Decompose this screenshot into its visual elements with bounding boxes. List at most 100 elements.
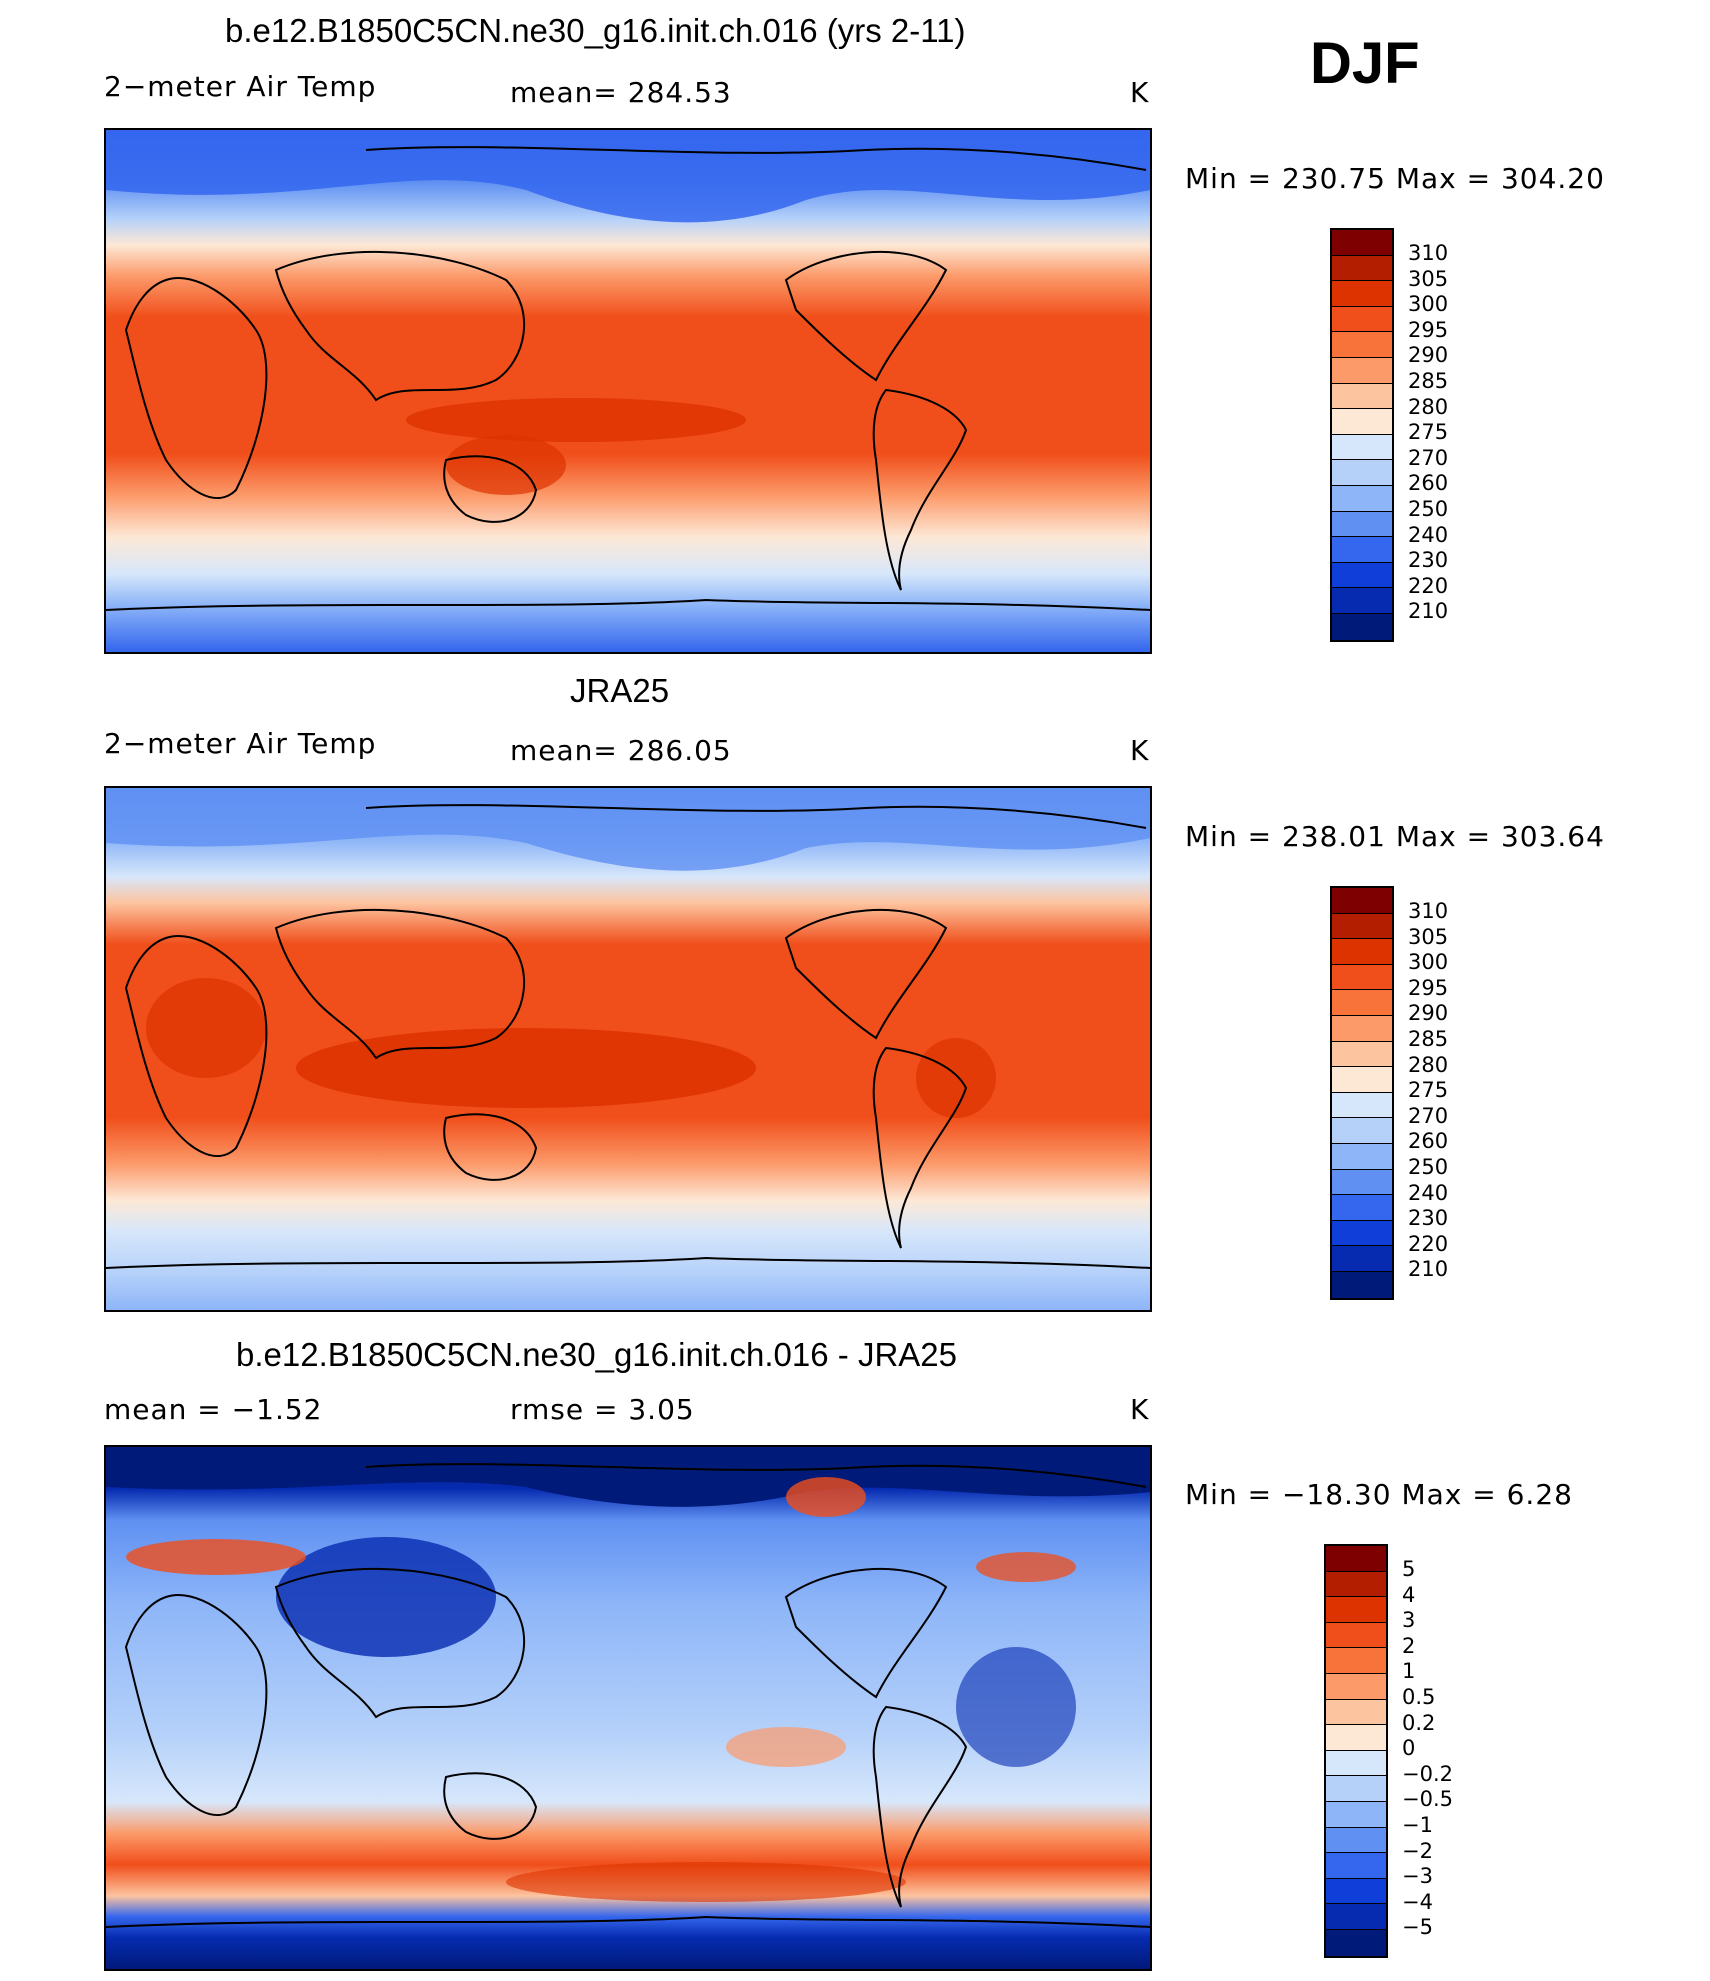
legend-label: 275: [1408, 1078, 1449, 1102]
legend-swatch: [1332, 1143, 1392, 1170]
legend-swatch: [1332, 434, 1392, 461]
panel-2-variable-label: 2−meter Air Temp: [104, 727, 377, 760]
legend-swatch: [1332, 939, 1392, 965]
panel-1-variable-label: 2−meter Air Temp: [104, 70, 377, 103]
legend-swatch: [1326, 1673, 1386, 1700]
legend-swatch: [1332, 460, 1392, 486]
legend-label: 240: [1408, 523, 1449, 547]
legend-label: 270: [1408, 446, 1449, 470]
legend-label: 280: [1408, 395, 1449, 419]
legend-swatch: [1326, 1571, 1386, 1598]
panel-1-minmax-label: Min = 230.75 Max = 304.20: [1185, 162, 1605, 195]
legend-label: 290: [1408, 343, 1449, 367]
legend-swatch: [1332, 1195, 1392, 1221]
legend-label: 270: [1408, 1104, 1449, 1128]
legend-swatch: [1332, 511, 1392, 538]
legend-swatch: [1326, 1904, 1386, 1930]
legend-swatch: [1332, 588, 1392, 614]
legend-label: −4: [1402, 1890, 1433, 1914]
legend-label: 285: [1408, 369, 1449, 393]
legend-swatch: [1326, 1827, 1386, 1854]
legend-swatch: [1332, 383, 1392, 410]
legend-label: 300: [1408, 292, 1449, 316]
legend-swatch: [1332, 332, 1392, 358]
legend-label: 300: [1408, 950, 1449, 974]
legend-swatch: [1332, 1118, 1392, 1144]
legend-swatch: [1332, 1271, 1392, 1298]
legend-label: 295: [1408, 976, 1449, 1000]
legend-swatch: [1332, 255, 1392, 282]
legend-label: 0.2: [1402, 1711, 1436, 1735]
legend-label: −2: [1402, 1839, 1433, 1863]
legend-label: 3: [1402, 1608, 1416, 1632]
legend-label: 230: [1408, 548, 1449, 572]
legend-label: 290: [1408, 1001, 1449, 1025]
legend-swatch: [1332, 409, 1392, 435]
legend-swatch: [1326, 1546, 1386, 1572]
legend-swatch: [1332, 1015, 1392, 1042]
legend-swatch: [1332, 1246, 1392, 1272]
legend-swatch: [1326, 1878, 1386, 1905]
legend-label: 305: [1408, 267, 1449, 291]
legend-label: 0.5: [1402, 1685, 1436, 1709]
panel-2-unit-label: K: [1130, 734, 1150, 767]
panel-1-mean-label: mean= 284.53: [510, 76, 732, 109]
legend-label: −3: [1402, 1864, 1433, 1888]
legend-swatch: [1332, 888, 1392, 914]
legend-swatch: [1332, 537, 1392, 563]
panel-3-mean-label: mean = −1.52: [104, 1393, 323, 1426]
legend-label: 5: [1402, 1557, 1416, 1581]
legend-label: 260: [1408, 471, 1449, 495]
legend-swatch: [1332, 1041, 1392, 1068]
panel-2-legend-colorbar: [1330, 886, 1394, 1300]
legend-label: 310: [1408, 899, 1449, 923]
legend-label: 210: [1408, 599, 1449, 623]
legend-label: 220: [1408, 574, 1449, 598]
legend-swatch: [1326, 1597, 1386, 1623]
legend-swatch: [1326, 1853, 1386, 1879]
legend-label: 275: [1408, 420, 1449, 444]
panel-1-legend-colorbar: [1330, 228, 1394, 642]
season-label: DJF: [1310, 31, 1420, 96]
legend-label: −1: [1402, 1813, 1433, 1837]
legend-swatch: [1326, 1929, 1386, 1956]
legend-label: 4: [1402, 1583, 1416, 1607]
legend-swatch: [1326, 1725, 1386, 1751]
panel-1-map-svg: [106, 130, 1150, 652]
legend-swatch: [1332, 485, 1392, 512]
legend-swatch: [1332, 613, 1392, 640]
legend-label: 295: [1408, 318, 1449, 342]
legend-swatch: [1326, 1801, 1386, 1828]
legend-label: 285: [1408, 1027, 1449, 1051]
legend-swatch: [1332, 1067, 1392, 1093]
legend-label: 310: [1408, 241, 1449, 265]
panel-2-minmax-label: Min = 238.01 Max = 303.64: [1185, 820, 1605, 853]
legend-label: 250: [1408, 497, 1449, 521]
legend-label: 250: [1408, 1155, 1449, 1179]
legend-label: −5: [1402, 1915, 1433, 1939]
legend-label: −0.2: [1402, 1762, 1453, 1786]
panel-3-map: [104, 1445, 1152, 1971]
legend-swatch: [1332, 913, 1392, 940]
legend-label: 0: [1402, 1736, 1416, 1760]
panel-2-map-svg: [106, 788, 1150, 1310]
legend-label: 220: [1408, 1232, 1449, 1256]
legend-label: 280: [1408, 1053, 1449, 1077]
legend-label: 260: [1408, 1129, 1449, 1153]
panel-2-map: [104, 786, 1152, 1312]
panel-3-title: b.e12.B1850C5CN.ne30_g16.init.ch.016 - J…: [236, 1336, 957, 1373]
panel-3-unit-label: K: [1130, 1393, 1150, 1426]
legend-label: 210: [1408, 1257, 1449, 1281]
legend-swatch: [1326, 1648, 1386, 1674]
legend-label: 1: [1402, 1659, 1416, 1683]
panel-1-unit-label: K: [1130, 76, 1150, 109]
legend-swatch: [1332, 230, 1392, 256]
legend-label: 230: [1408, 1206, 1449, 1230]
legend-swatch: [1326, 1750, 1386, 1777]
panel-3-rmse-label: rmse = 3.05: [510, 1393, 695, 1426]
legend-label: 305: [1408, 925, 1449, 949]
panel-2-title: JRA25: [570, 672, 670, 709]
legend-label: −0.5: [1402, 1787, 1453, 1811]
legend-swatch: [1332, 964, 1392, 991]
legend-swatch: [1326, 1622, 1386, 1649]
